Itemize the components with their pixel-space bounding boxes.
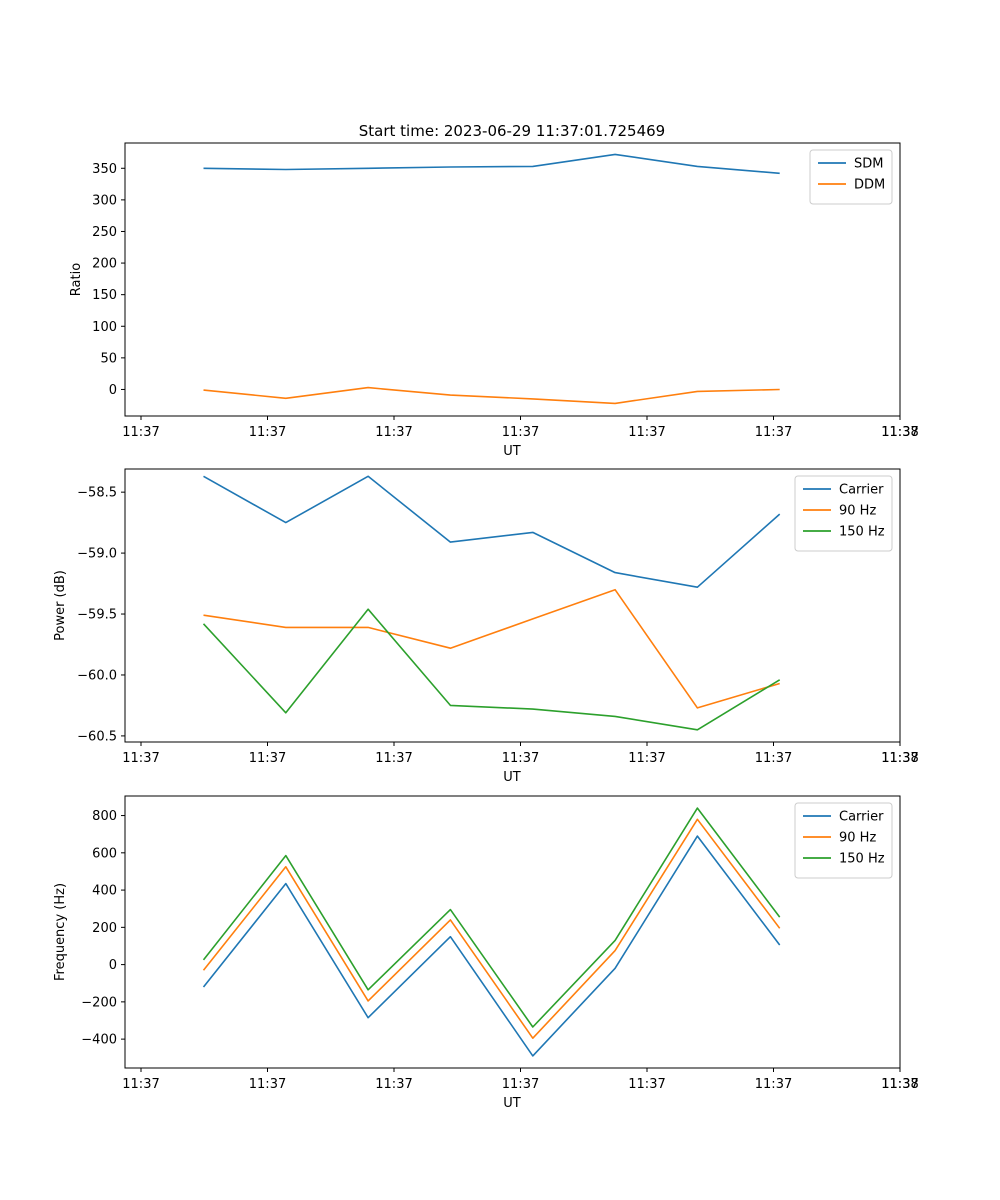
series-line-90-hz: [202, 818, 781, 1039]
series-line-150-hz: [202, 807, 781, 1028]
series-line-150-hz: [202, 608, 781, 731]
y-tick-label: −400: [81, 1033, 117, 1048]
series-line-carrier: [202, 835, 781, 1057]
legend-label: 150 Hz: [839, 525, 885, 540]
y-tick-label: 100: [92, 320, 117, 335]
y-tick-label: 50: [100, 351, 117, 366]
y-tick-label: 800: [92, 809, 117, 824]
axes-panel-2: 11:37 11:37 11:37 11:37 11:37 11:37 11:3711:38…: [53, 468, 919, 785]
y-tick-label: 0: [109, 383, 117, 398]
x-tick-label: 11:37: [881, 1077, 918, 1092]
legend: Carrier 90 Hz 150 Hz: [794, 475, 893, 552]
x-tick-label: 11:37: [628, 425, 665, 440]
x-tick-label: 11:37: [755, 425, 792, 440]
y-tick-label: 0: [109, 958, 117, 973]
y-tick-label: 150: [92, 288, 117, 303]
x-tick-label: 11:37: [375, 1077, 412, 1092]
legend-label: Carrier: [839, 483, 884, 498]
x-axis-label: UT: [503, 770, 521, 785]
legend-label: SDM: [854, 157, 883, 172]
x-tick-label: 11:37: [249, 425, 286, 440]
axes-panel-1: 11:37 11:37 11:37 11:37 11:37 11:37 11:3711:38…: [69, 142, 919, 459]
x-tick-label: 11:37: [628, 1077, 665, 1092]
y-axis-label: Frequency (Hz): [53, 883, 68, 981]
y-tick-label: 300: [92, 193, 117, 208]
legend-label: Carrier: [839, 810, 884, 825]
x-tick-label: 11:37: [122, 1077, 159, 1092]
series-line-sdm: [203, 153, 780, 175]
axes-frame: [124, 468, 901, 743]
x-tick-label: 11:37: [502, 751, 539, 766]
legend-box: [794, 475, 893, 552]
legend-label: DDM: [854, 178, 885, 193]
x-axis-label: UT: [503, 1096, 521, 1111]
y-axis-label: Power (dB): [53, 570, 68, 641]
y-tick-label: −59.5: [77, 608, 117, 623]
x-tick-label: 11:37: [502, 1077, 539, 1092]
x-tick-label: 11:37: [375, 751, 412, 766]
legend-label: 150 Hz: [839, 852, 885, 867]
x-tick-label: 11:37: [755, 1077, 792, 1092]
y-tick-label: 200: [92, 257, 117, 272]
x-tick-label: 11:37: [881, 751, 918, 766]
axes-panel-3: 11:37 11:37 11:37 11:37 11:37 11:37 11:3711:38…: [53, 795, 919, 1111]
x-tick-label: 11:37: [122, 751, 159, 766]
x-tick-label: 11:38: [881, 1077, 918, 1092]
y-tick-label: 200: [92, 921, 117, 936]
legend-label: 90 Hz: [839, 831, 876, 846]
x-tick-label: 11:37: [755, 751, 792, 766]
y-axis-label: Ratio: [69, 263, 84, 296]
x-tick-label: 11:37: [122, 425, 159, 440]
y-tick-label: 250: [92, 225, 117, 240]
x-tick-label: 11:38: [881, 425, 918, 440]
chart-title: Start time: 2023-06-29 11:37:01.725469: [359, 122, 665, 140]
y-tick-label: −60.5: [77, 729, 117, 744]
y-tick-label: −59.0: [77, 547, 117, 562]
x-tick-label: 11:38: [881, 751, 918, 766]
y-tick-label: −200: [81, 995, 117, 1010]
y-tick-label: 400: [92, 884, 117, 899]
series-line-90-hz: [203, 588, 780, 709]
x-tick-label: 11:37: [881, 425, 918, 440]
series-line-ddm: [203, 386, 780, 405]
legend-label: 90 Hz: [839, 504, 876, 519]
plots: 11:37 11:37 11:37 11:37 11:37 11:37 11:3711:38…: [53, 142, 919, 1111]
y-tick-label: 600: [92, 846, 117, 861]
series-line-carrier: [203, 475, 781, 589]
x-tick-label: 11:37: [249, 751, 286, 766]
legend-box: [794, 802, 893, 879]
x-tick-label: 11:37: [249, 1077, 286, 1092]
axes-frame: [124, 142, 901, 417]
y-tick-label: 350: [92, 162, 117, 177]
x-tick-label: 11:37: [375, 425, 412, 440]
legend: SDM DDM: [809, 149, 893, 205]
y-tick-label: −60.0: [77, 668, 117, 683]
x-axis-label: UT: [503, 444, 521, 459]
axes-frame: [124, 795, 901, 1069]
legend: Carrier 90 Hz 150 Hz: [794, 802, 893, 879]
x-tick-label: 11:37: [628, 751, 665, 766]
x-tick-label: 11:37: [502, 425, 539, 440]
y-tick-label: −58.5: [77, 486, 117, 501]
